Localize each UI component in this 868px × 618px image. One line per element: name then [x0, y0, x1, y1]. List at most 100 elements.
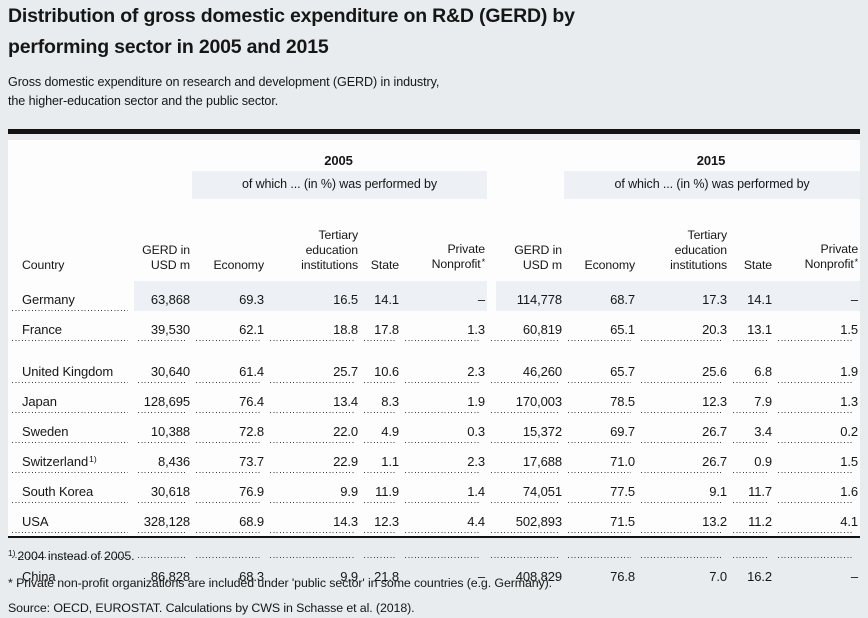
- cell-value: 61.4: [192, 353, 266, 383]
- cell-value: 22.9: [266, 443, 360, 473]
- cell-value: 77.5: [564, 473, 638, 503]
- cell-value: 0.3: [401, 413, 488, 443]
- country-name: France: [22, 322, 62, 337]
- cell-value: 9.1: [637, 473, 730, 503]
- footnote-asterisk: * Private non-profit organizations are i…: [8, 575, 553, 590]
- year-row: 2005 2015: [8, 140, 860, 171]
- cell-value: 65.1: [564, 311, 638, 341]
- cell-value: 76.9: [192, 473, 266, 503]
- country-name: South Korea: [22, 484, 94, 499]
- cell-value: 17.8: [360, 311, 401, 341]
- cell-value: 76.8: [610, 569, 636, 584]
- cell-value: 69.3: [192, 281, 266, 311]
- cell-value: 1.5: [774, 443, 861, 473]
- country-name: Germany: [22, 292, 75, 307]
- cell-value: 17.3: [637, 281, 730, 311]
- cell-value: 14.1: [360, 281, 401, 311]
- cell-value: 1.4: [401, 473, 488, 503]
- col-header-tertiary-2005: Tertiary education institutions: [301, 228, 358, 272]
- cell-value: 4.9: [360, 413, 401, 443]
- table-row-china: China 86,828 68.3 9.9 21.8 – 408,829 76.…: [8, 558, 860, 588]
- cell-value: 328,128: [134, 503, 192, 533]
- col-header-gerd-2005: GERD in USD m: [142, 243, 190, 272]
- cell-value: 6.8: [729, 353, 775, 383]
- cell-value: 60,819: [487, 311, 565, 341]
- year-label-2015: 2015: [696, 153, 726, 168]
- cell-value: 8.3: [360, 383, 401, 413]
- footnotes: 1) 2004 instead of 2005. * Private non-pr…: [8, 544, 552, 618]
- cell-value: 8,436: [134, 443, 192, 473]
- col-header-economy-2005: Economy: [213, 258, 264, 272]
- cell-value: –: [477, 569, 486, 584]
- source-line: Source: OECD, EUROSTAT. Calculations by …: [8, 601, 415, 615]
- title-line-1: Distribution of gross domestic expenditu…: [8, 5, 575, 27]
- page-subtitle: Gross domestic expenditure on research a…: [8, 73, 439, 111]
- cell-value: 170,003: [487, 383, 565, 413]
- cell-value: 72.8: [192, 413, 266, 443]
- col-header-state-2005: State: [370, 258, 399, 272]
- col-header-state-2015: State: [743, 258, 773, 272]
- cell-value: 14.1: [729, 281, 775, 311]
- cell-value: 12.3: [360, 503, 401, 533]
- footnote-1-marker: 1): [8, 548, 16, 558]
- cell-value: 11.9: [360, 473, 401, 503]
- asterisk-mark: *: [481, 256, 486, 267]
- col-header-nonprofit-2015: Private Nonprofit*: [804, 242, 859, 271]
- cell-value: 15,372: [487, 413, 565, 443]
- cell-value: 408,829: [515, 569, 563, 584]
- cell-value: –: [774, 281, 861, 311]
- cell-value: 1.6: [774, 473, 861, 503]
- cell-value: 0.9: [729, 443, 775, 473]
- col-header-country: Country: [22, 258, 65, 272]
- country-name: China: [22, 569, 56, 584]
- cell-value: 502,893: [487, 503, 565, 533]
- country-name: Sweden: [22, 424, 69, 439]
- cell-value: 21.8: [374, 569, 399, 584]
- cell-value: –: [850, 569, 859, 584]
- cell-value: 4.1: [774, 503, 861, 533]
- cell-value: 25.6: [637, 353, 730, 383]
- cell-value: 4.4: [401, 503, 488, 533]
- cell-value: 76.4: [192, 383, 266, 413]
- table-row-sweden: Sweden 10,388 72.8 22.0 4.9 0.3 15,372 6…: [8, 413, 861, 443]
- cell-value: 1.5: [774, 311, 861, 341]
- cell-value: 14.3: [266, 503, 360, 533]
- cell-value: 12.3: [637, 383, 730, 413]
- year-label-2005: 2005: [324, 153, 353, 168]
- cell-value: 39,530: [134, 311, 192, 341]
- table-row-usa: USA 328,128 68.9 14.3 12.3 4.4 502,893 7…: [8, 503, 861, 533]
- cell-value: 74,051: [487, 473, 565, 503]
- col-header-economy-2015: Economy: [584, 258, 636, 272]
- cell-value: 2.3: [401, 353, 488, 383]
- cell-value: 68.3: [239, 569, 264, 584]
- cell-value: 63,868: [134, 281, 192, 311]
- subtitle-line-2: the higher-education sector and the publ…: [8, 94, 279, 108]
- cell-value: 71.5: [564, 503, 638, 533]
- cell-value: 25.7: [266, 353, 360, 383]
- footnote-ref: 1): [89, 453, 97, 464]
- country-name: USA: [22, 514, 49, 529]
- cell-value: 1.1: [360, 443, 401, 473]
- footnote-1: 1) 2004 instead of 2005.: [8, 548, 135, 563]
- cell-value: 18.8: [266, 311, 360, 341]
- cell-value: 22.0: [266, 413, 360, 443]
- cell-value: 9.9: [266, 473, 360, 503]
- cell-value: 11.7: [729, 473, 775, 503]
- cell-value: 65.7: [564, 353, 638, 383]
- table-panel: 2005 2015 of which ... (in %) was perfor…: [8, 140, 861, 584]
- cell-value: 62.1: [192, 311, 266, 341]
- table-row-germany: Germany 63,868 69.3 16.5 14.1 – 114,778 …: [8, 281, 861, 311]
- cell-value: 13.4: [266, 383, 360, 413]
- country-name: Japan: [22, 394, 57, 409]
- col-header-tertiary-2015: Tertiary education institutions: [670, 228, 728, 272]
- country-name: United Kingdom: [22, 364, 114, 379]
- cell-value: 7.9: [729, 383, 775, 413]
- col-header-gerd-2015: GERD in USD m: [514, 243, 563, 272]
- top-rule: [8, 129, 860, 134]
- cell-value: 7.0: [709, 569, 728, 584]
- cell-value: 26.7: [637, 413, 730, 443]
- col-header-nonprofit-2005: Private Nonprofit*: [431, 242, 486, 271]
- band-row: of which ... (in %) was performed by of …: [8, 171, 861, 199]
- cell-value: 68.7: [564, 281, 638, 311]
